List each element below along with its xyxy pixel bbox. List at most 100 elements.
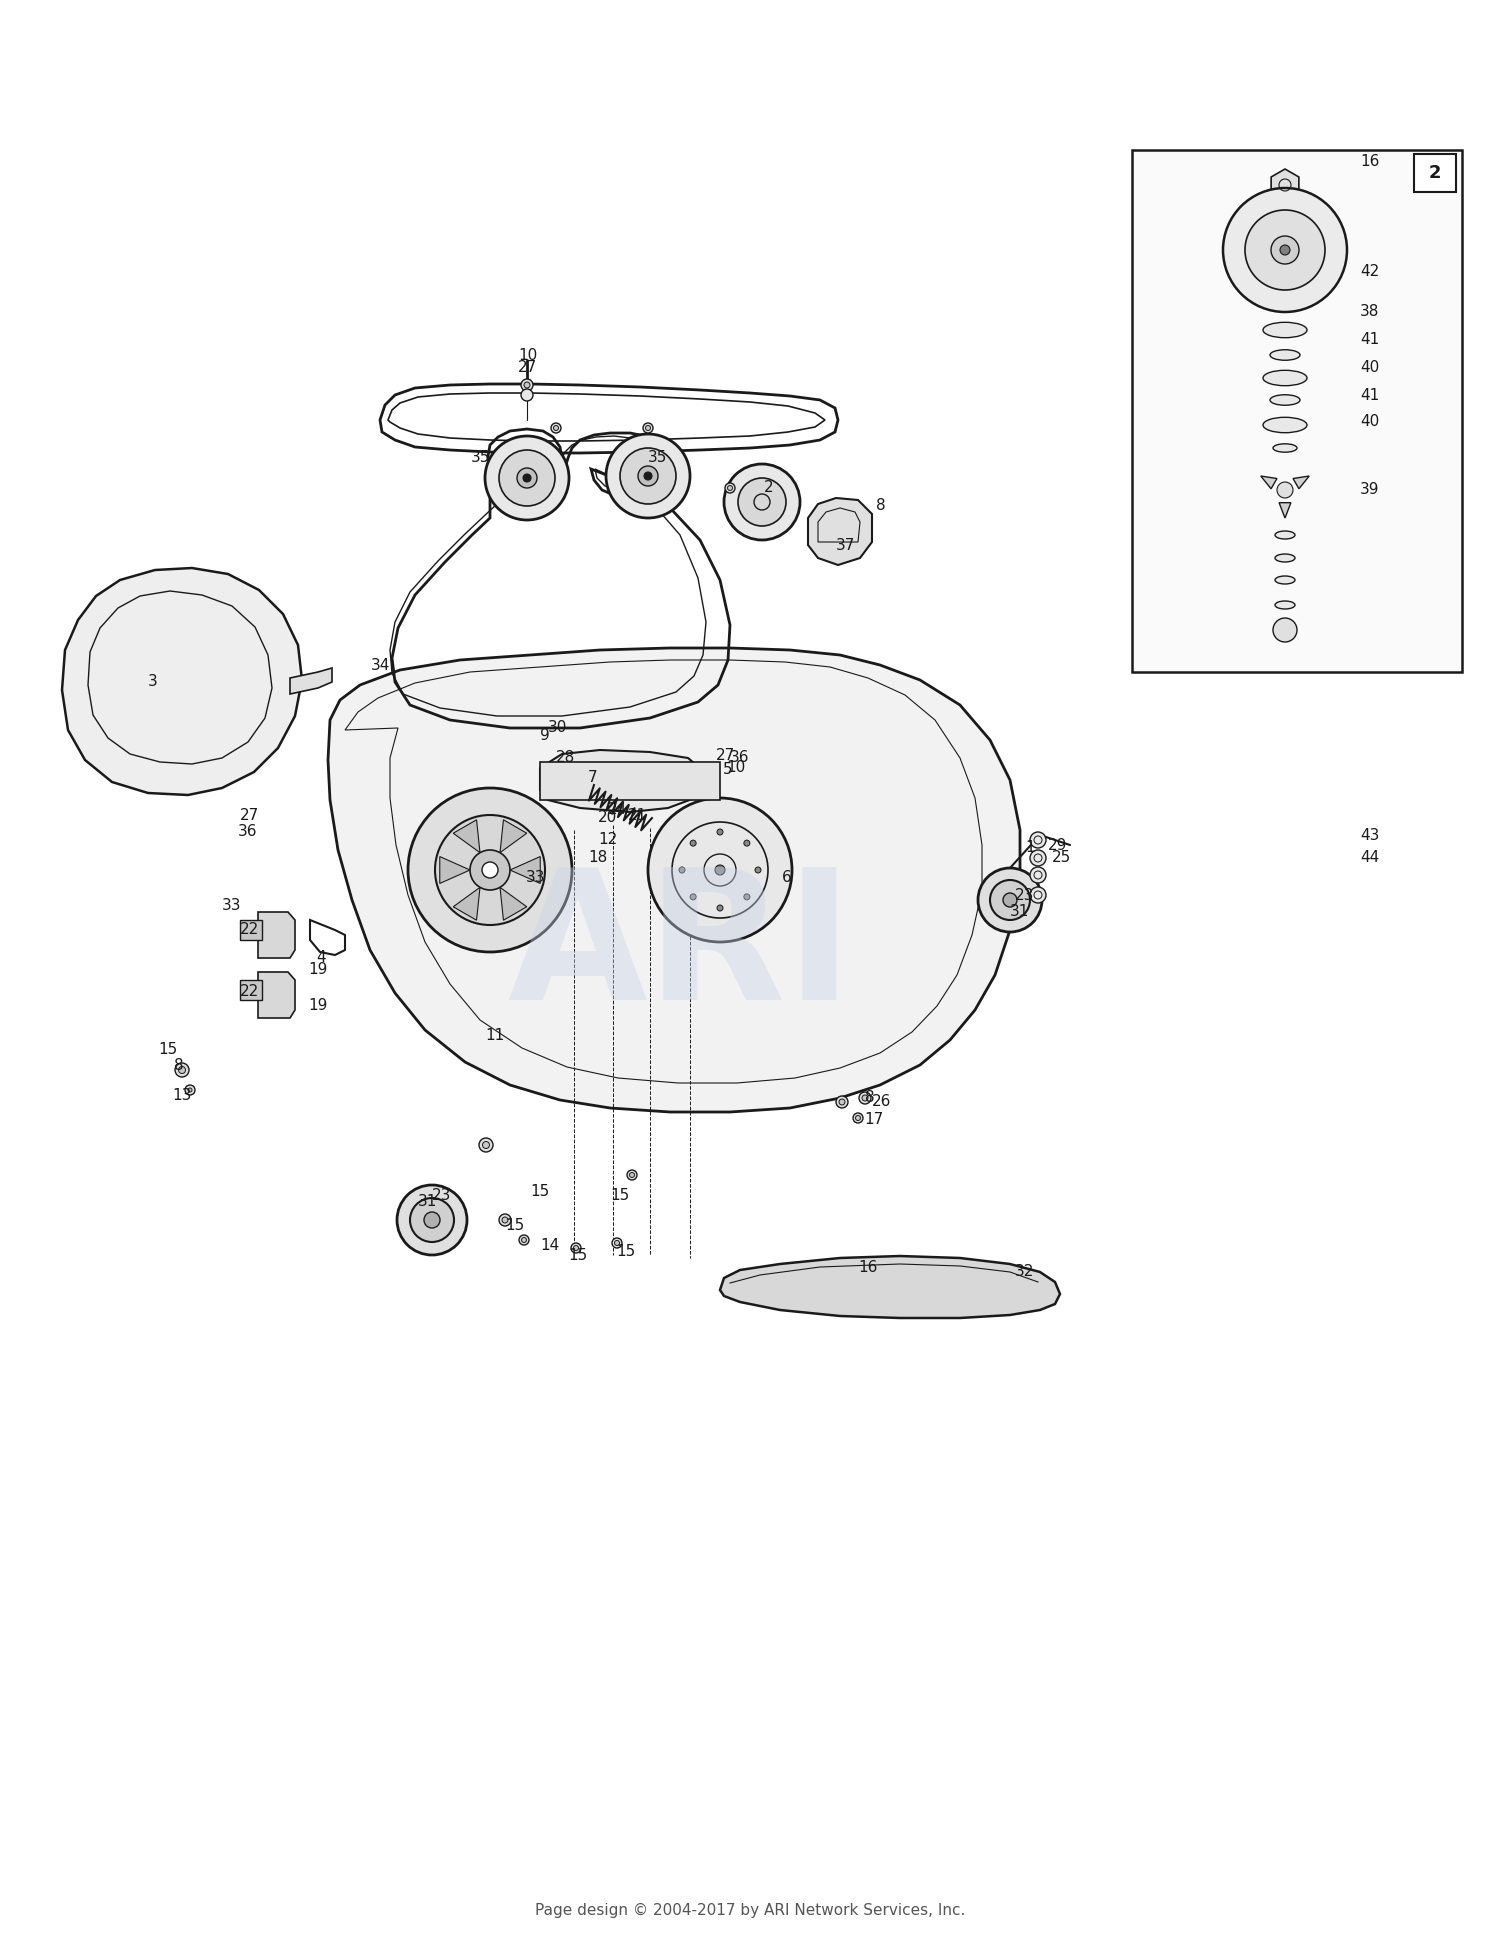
Circle shape xyxy=(518,468,537,487)
Circle shape xyxy=(638,466,658,485)
Text: 27: 27 xyxy=(716,749,735,763)
Circle shape xyxy=(483,1141,489,1149)
Circle shape xyxy=(572,1242,580,1254)
Circle shape xyxy=(627,1170,638,1180)
Circle shape xyxy=(503,1217,509,1223)
Circle shape xyxy=(1004,893,1017,906)
Polygon shape xyxy=(720,1256,1060,1318)
Text: 37: 37 xyxy=(836,538,855,553)
Text: 7: 7 xyxy=(588,771,597,786)
Text: 36: 36 xyxy=(238,825,258,840)
Polygon shape xyxy=(240,980,262,1000)
Text: 33: 33 xyxy=(222,899,242,914)
Text: 36: 36 xyxy=(730,751,750,765)
Text: 41: 41 xyxy=(1360,388,1380,402)
Text: 21: 21 xyxy=(628,807,648,823)
Circle shape xyxy=(690,840,696,846)
Text: 5: 5 xyxy=(723,763,732,778)
Text: 42: 42 xyxy=(1360,264,1380,280)
Circle shape xyxy=(522,1238,526,1242)
Text: 15: 15 xyxy=(159,1042,178,1058)
Text: 26: 26 xyxy=(871,1095,891,1110)
Text: 31: 31 xyxy=(1010,905,1029,920)
Polygon shape xyxy=(540,749,702,811)
Circle shape xyxy=(724,464,800,540)
Circle shape xyxy=(836,1097,848,1108)
Text: 16: 16 xyxy=(858,1260,877,1275)
Text: 15: 15 xyxy=(568,1248,588,1262)
Circle shape xyxy=(524,382,530,388)
Text: 29: 29 xyxy=(1048,837,1068,852)
Text: 15: 15 xyxy=(616,1244,636,1260)
Text: 14: 14 xyxy=(540,1238,560,1252)
Polygon shape xyxy=(500,819,526,852)
Circle shape xyxy=(470,850,510,891)
Circle shape xyxy=(612,1238,622,1248)
Polygon shape xyxy=(500,887,526,920)
Circle shape xyxy=(1276,481,1293,499)
Text: 23: 23 xyxy=(1016,887,1035,903)
Text: 33: 33 xyxy=(526,870,546,885)
Circle shape xyxy=(754,868,760,873)
Bar xyxy=(1132,149,1462,672)
Circle shape xyxy=(176,1064,189,1077)
Circle shape xyxy=(630,1172,634,1178)
Circle shape xyxy=(717,829,723,835)
Text: 43: 43 xyxy=(1360,827,1380,842)
Text: 8: 8 xyxy=(865,1091,874,1106)
Text: 30: 30 xyxy=(548,720,567,736)
Text: 34: 34 xyxy=(370,658,390,672)
Text: 10: 10 xyxy=(726,761,746,776)
Ellipse shape xyxy=(1274,444,1298,452)
Circle shape xyxy=(990,879,1030,920)
Circle shape xyxy=(978,868,1042,932)
Ellipse shape xyxy=(1263,371,1306,386)
Text: 22: 22 xyxy=(240,984,260,1000)
Circle shape xyxy=(410,1198,454,1242)
Polygon shape xyxy=(540,763,720,800)
Text: 40: 40 xyxy=(1360,415,1380,429)
Polygon shape xyxy=(328,648,1020,1112)
Text: 39: 39 xyxy=(1360,483,1380,497)
Circle shape xyxy=(184,1085,195,1095)
Text: 8: 8 xyxy=(876,499,885,514)
Circle shape xyxy=(1030,833,1045,848)
Text: 16: 16 xyxy=(1360,155,1380,169)
Text: 25: 25 xyxy=(1052,850,1071,866)
Circle shape xyxy=(862,1095,868,1101)
Polygon shape xyxy=(1293,476,1310,489)
Polygon shape xyxy=(290,668,332,695)
Circle shape xyxy=(744,840,750,846)
Circle shape xyxy=(554,425,558,431)
Text: 23: 23 xyxy=(432,1188,451,1203)
Circle shape xyxy=(520,378,532,390)
Text: 1: 1 xyxy=(1024,840,1035,856)
Text: 24: 24 xyxy=(608,802,627,817)
Circle shape xyxy=(1280,245,1290,254)
Text: 2: 2 xyxy=(764,481,774,495)
Circle shape xyxy=(1270,237,1299,264)
Text: 17: 17 xyxy=(864,1112,883,1128)
Ellipse shape xyxy=(1270,394,1300,406)
Circle shape xyxy=(188,1089,192,1093)
Text: 22: 22 xyxy=(240,922,260,938)
Circle shape xyxy=(1274,617,1298,642)
Circle shape xyxy=(478,1137,494,1153)
Polygon shape xyxy=(1270,169,1299,202)
Ellipse shape xyxy=(1275,553,1294,563)
Ellipse shape xyxy=(1263,322,1306,338)
Text: 19: 19 xyxy=(308,963,327,978)
Ellipse shape xyxy=(1275,532,1294,540)
Polygon shape xyxy=(453,887,480,920)
Ellipse shape xyxy=(1275,576,1294,584)
Text: 19: 19 xyxy=(308,998,327,1013)
Circle shape xyxy=(644,472,652,479)
Polygon shape xyxy=(808,499,871,565)
Circle shape xyxy=(728,485,732,491)
Circle shape xyxy=(859,1093,871,1104)
Circle shape xyxy=(606,435,690,518)
Text: 18: 18 xyxy=(588,850,608,866)
Text: Page design © 2004-2017 by ARI Network Services, Inc.: Page design © 2004-2017 by ARI Network S… xyxy=(536,1902,964,1918)
Circle shape xyxy=(644,423,652,433)
Text: 41: 41 xyxy=(1360,332,1380,347)
